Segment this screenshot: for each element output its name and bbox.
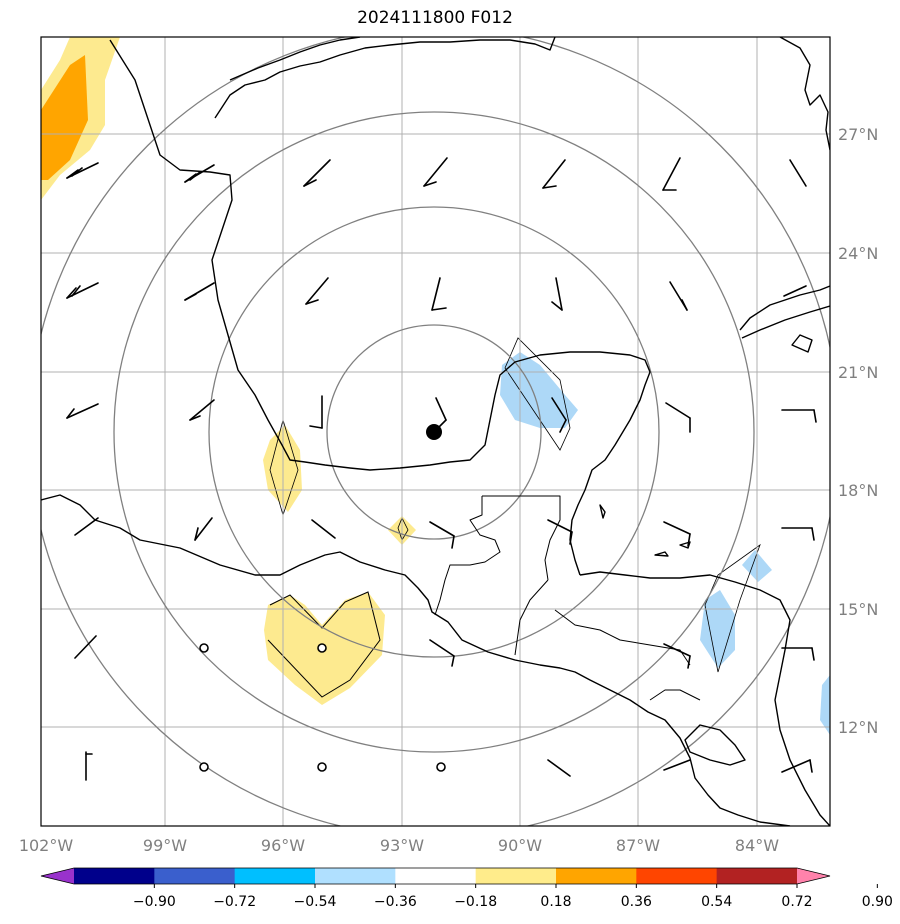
colorbar-label: 0.18 [540,894,571,910]
wind-barb [547,759,571,777]
wind-barb [781,409,817,423]
colorbar-segment [716,868,798,884]
wind-barb [669,281,688,311]
colorbar-label: −0.18 [454,894,497,910]
calm-wind-marker [317,762,327,772]
range-ring [208,206,660,658]
wind-barb [789,159,807,187]
calm-markers [199,643,446,772]
colorbar-segment [74,868,155,884]
lon-label: 90°W [498,836,542,855]
wind-barb [781,759,813,773]
colorbar-label: −0.72 [213,894,256,910]
wind-barb [783,285,807,297]
negative-anomaly-area [820,675,830,735]
colorbar-label: 0.36 [621,894,652,910]
wind-barb [66,282,99,299]
wind-barb [663,643,691,669]
lat-axis-labels: 27°N 24°N 21°N 18°N 15°N 12°N [838,125,878,737]
wind-barb [74,635,97,659]
lon-axis-labels: 102°W 99°W 96°W 93°W 90°W 87°W 84°W [19,836,779,855]
colorbar-label: 0.72 [781,894,812,910]
lat-label: 18°N [838,481,878,500]
lon-label: 99°W [143,836,187,855]
wind-barb [663,521,691,547]
wind-barb [309,395,323,429]
colorbar-extend-low [41,868,74,884]
wind-barb [429,639,455,667]
lat-label: 12°N [838,718,878,737]
wind-barb [551,277,563,311]
wind-barb [305,277,329,305]
wind-barb [85,751,93,781]
colorbar-segment [315,868,396,884]
colorbar: −0.90 −0.72 −0.54 −0.36 −0.18 0.18 0.36 0.54 0.7… [40,867,893,910]
lat-label: 24°N [838,244,878,263]
wind-barb [663,759,691,771]
wind-barb [662,157,681,191]
wind-barb [551,397,567,433]
wind-barb [542,159,566,189]
negative-anomaly-area [500,352,578,428]
wind-barb [781,527,815,541]
range-rings [41,37,830,826]
lon-label: 84°W [735,836,779,855]
map-frame [40,36,831,827]
wind-barb [194,517,213,541]
lon-label: 93°W [380,836,424,855]
colorbar-outline [40,867,831,885]
wind-barb [66,403,99,419]
calm-wind-marker [436,762,446,772]
wind-barb [74,517,99,536]
lat-label: 21°N [838,363,878,382]
wind-barb [781,647,815,661]
colorbar-label: −0.36 [374,894,417,910]
range-ring [326,324,542,540]
lon-label: 96°W [261,836,305,855]
wind-barb [431,277,447,311]
wind-barb [184,282,215,301]
storm-center-dot [426,424,442,440]
map-area [41,37,830,826]
calm-wind-marker [199,762,209,772]
lon-label: 87°W [616,836,660,855]
shading-layer [41,37,830,735]
colorbar-label: 0.90 [862,894,893,910]
colorbar-segment [154,868,236,884]
colorbar-segment [636,868,718,884]
wind-barb [303,159,331,187]
colorbar-label: 0.54 [701,894,732,910]
colorbar-segment [395,868,477,884]
colorbar-label: −0.90 [133,894,176,910]
colorbar-segment [475,868,557,884]
wind-barb [189,399,215,421]
wind-barb [429,521,455,549]
wind-barb [311,519,336,539]
wind-barbs [66,157,817,781]
colorbar-extend-high [797,868,830,884]
calm-wind-marker [317,643,327,653]
colorbar-segment [234,868,316,884]
colorbar-label: −0.54 [294,894,337,910]
map-title: 2024111800 F012 [357,8,513,28]
lon-label: 102°W [19,836,74,855]
wind-barb [423,157,448,187]
range-ring [113,111,755,753]
positive-anomaly-area [41,55,88,180]
lat-label: 27°N [838,125,878,144]
lat-label: 15°N [838,600,878,619]
wind-barb [66,162,99,179]
calm-wind-marker [199,643,209,653]
colorbar-segment [556,868,637,884]
wind-barb [547,519,573,545]
wind-barb [665,402,691,433]
coastlines [41,37,830,826]
wind-barb [184,164,215,183]
